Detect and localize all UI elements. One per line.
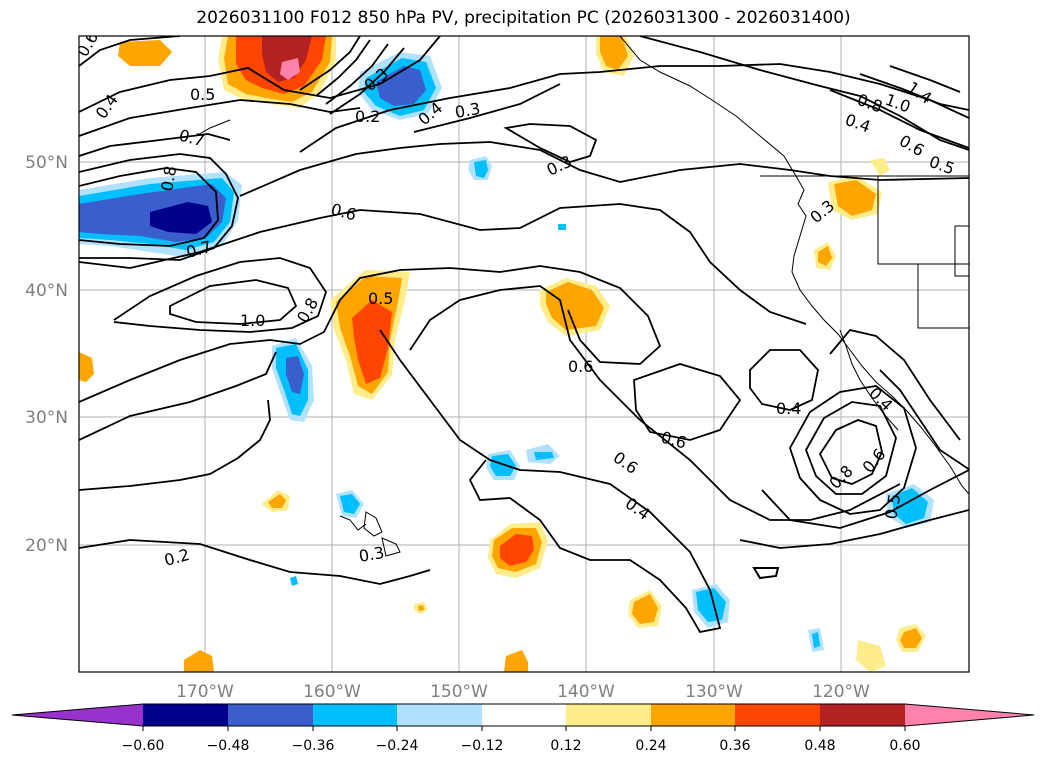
pv-contours bbox=[79, 36, 969, 634]
colorbar-tick-label: 0.60 bbox=[889, 738, 920, 754]
colorbar-tick-label: −0.36 bbox=[292, 738, 335, 754]
lon-label-130w: 130°W bbox=[685, 682, 743, 702]
colorbar-segment bbox=[566, 704, 651, 726]
lon-label-120w: 120°W bbox=[812, 682, 870, 702]
colorbar-segment bbox=[143, 704, 228, 726]
colorbar-tick-label: 0.36 bbox=[719, 738, 750, 754]
colorbar-segment bbox=[735, 704, 820, 726]
page-title: 2026031100 F012 850 hPa PV, precipitatio… bbox=[196, 8, 851, 28]
lat-label-50n: 50°N bbox=[25, 153, 68, 173]
colorbar-segment bbox=[482, 704, 566, 726]
contour-label: 0.5 bbox=[368, 289, 393, 308]
colorbar-tick-label: −0.60 bbox=[122, 738, 165, 754]
colorbar-extend-max bbox=[905, 704, 1034, 726]
contour-label: 0.6 bbox=[568, 357, 593, 376]
precipitation-shading bbox=[79, 36, 934, 672]
contour-label: 0.5 bbox=[190, 85, 215, 104]
colorbar-segment bbox=[397, 704, 482, 726]
contour-label: 0.5 bbox=[881, 492, 904, 520]
lon-label-150w: 150°W bbox=[430, 682, 488, 702]
colorbar-tick-label: 0.24 bbox=[635, 738, 666, 754]
colorbar-segment bbox=[228, 704, 313, 726]
lon-label-170w: 170°W bbox=[176, 682, 234, 702]
lat-label-40n: 40°N bbox=[25, 281, 68, 301]
contour-label: 0.4 bbox=[776, 399, 801, 418]
map-panel: 0.6 0.5 0.4 0.7 0.8 0.7 1.0 0.8 0.5 0.6 … bbox=[79, 36, 969, 672]
latitude-axis: 50°N 40°N 30°N 20°N bbox=[25, 153, 68, 556]
colorbar: −0.60 −0.48 −0.36 −0.24 −0.12 0.12 0.24 … bbox=[11, 703, 1035, 754]
colorbar-segment bbox=[651, 704, 735, 726]
lat-label-30n: 30°N bbox=[25, 408, 68, 428]
colorbar-tick-label: 0.12 bbox=[550, 738, 581, 754]
colorbar-segment bbox=[820, 704, 905, 726]
colorbar-segment bbox=[313, 704, 397, 726]
contour-label: 0.2 bbox=[355, 107, 380, 126]
lat-label-20n: 20°N bbox=[25, 536, 68, 556]
coastlines bbox=[195, 36, 969, 580]
contour-label: 0.3 bbox=[453, 99, 481, 122]
longitude-axis: 170°W 160°W 150°W 140°W 130°W 120°W bbox=[176, 682, 870, 702]
colorbar-tick-label: −0.12 bbox=[461, 738, 504, 754]
contour-label: 1.0 bbox=[240, 311, 265, 330]
contour-labels: 0.6 0.5 0.4 0.7 0.8 0.7 1.0 0.8 0.5 0.6 … bbox=[79, 36, 957, 570]
map-frame bbox=[78, 35, 970, 673]
colorbar-tick-label: −0.24 bbox=[376, 738, 419, 754]
lon-label-140w: 140°W bbox=[557, 682, 615, 702]
contour-label: 0.8 bbox=[157, 164, 180, 192]
colorbar-tick-label: 0.48 bbox=[804, 738, 835, 754]
lon-label-160w: 160°W bbox=[303, 682, 361, 702]
colorbar-tick-label: −0.48 bbox=[207, 738, 250, 754]
colorbar-extend-min bbox=[12, 704, 143, 726]
contour-label: 0.3 bbox=[357, 543, 385, 566]
